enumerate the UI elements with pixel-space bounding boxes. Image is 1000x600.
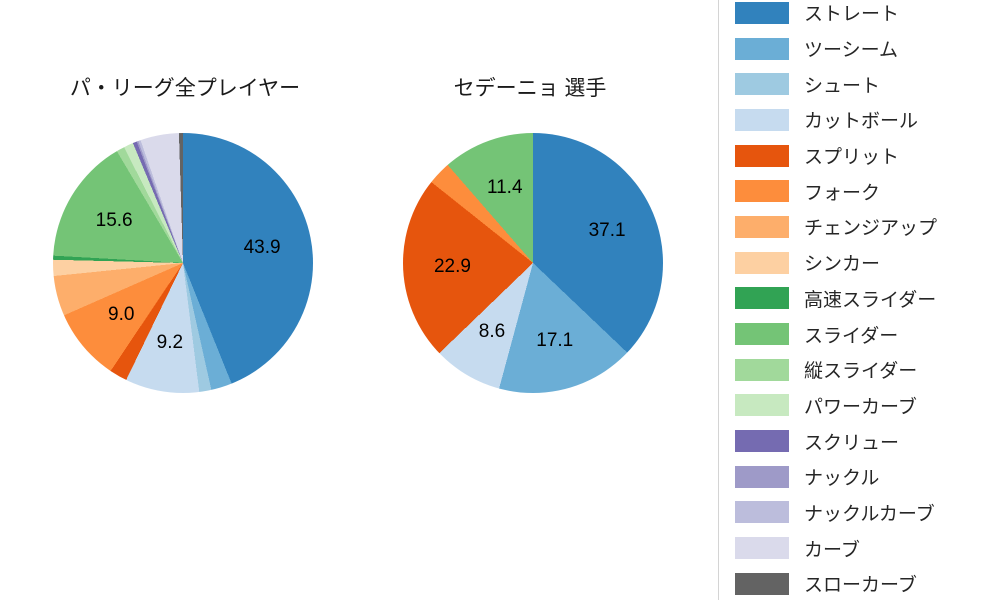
pie-slice-value-label: 15.6 xyxy=(95,210,133,232)
pie-slice-value-label: 37.1 xyxy=(588,220,626,242)
legend-color-swatch xyxy=(735,287,789,310)
legend-item: ストレート xyxy=(735,0,1000,31)
legend-item-label: カーブ xyxy=(804,539,860,561)
legend-item-label: 縦スライダー xyxy=(804,361,918,383)
legend-item-label: カットボール xyxy=(804,111,919,133)
legend-item-label: ツーシーム xyxy=(804,40,899,62)
legend-item-label: ナックル xyxy=(804,468,880,490)
legend-item: スプリット xyxy=(735,138,1000,174)
legend-item: 縦スライダー xyxy=(735,352,1000,388)
legend-item-label: チェンジアップ xyxy=(804,218,938,240)
left-pie-title: パ・リーグ全プレイヤー xyxy=(69,77,301,100)
legend-item-label: スプリット xyxy=(804,147,900,169)
legend-item: スクリュー xyxy=(735,423,1000,459)
right-pie-chart: 37.1 17.1 8.6 22.9 11.4 xyxy=(403,133,663,393)
legend-item: ナックル xyxy=(735,459,1000,495)
pie-slice-value-label: 8.6 xyxy=(478,321,506,343)
legend-color-swatch xyxy=(735,215,789,238)
legend-item: パワーカーブ xyxy=(735,388,1000,424)
legend-item-label: スローカーブ xyxy=(804,575,917,597)
legend-item: 高速スライダー xyxy=(735,281,1000,317)
pie-slice-value-label: 11.4 xyxy=(486,176,523,198)
legend-color-swatch xyxy=(735,108,789,131)
legend-item-label: スクリュー xyxy=(804,432,900,454)
legend-color-swatch xyxy=(735,501,789,524)
pie-slice-value-label: 9.2 xyxy=(156,331,184,353)
legend-item: ツーシーム xyxy=(735,31,1000,67)
legend-item-label: フォーク xyxy=(804,182,881,204)
legend-item-label: シンカー xyxy=(804,254,881,276)
legend-item-label: ストレート xyxy=(804,4,900,26)
legend-item: スローカーブ xyxy=(735,566,1000,600)
legend-color-swatch xyxy=(735,251,789,274)
legend-item: シュート xyxy=(735,66,1000,102)
legend-item: カットボール xyxy=(735,102,1000,138)
legend-item-label: 高速スライダー xyxy=(804,289,937,311)
left-pie-chart: 43.9 9.2 9.0 15.6 xyxy=(53,133,313,393)
legend-item-label: シュート xyxy=(804,75,881,97)
right-pie-title: セデーニョ 選手 xyxy=(453,77,607,100)
legend-color-swatch xyxy=(735,394,789,417)
legend-color-swatch xyxy=(735,37,789,60)
legend-item: ナックルカーブ xyxy=(735,495,1000,531)
legend-item: シンカー xyxy=(735,245,1000,281)
legend-item: カーブ xyxy=(735,530,1000,566)
legend-color-swatch xyxy=(735,1,789,24)
legend-color-swatch xyxy=(735,323,789,346)
legend-item: スライダー xyxy=(735,316,1000,352)
legend-color-swatch xyxy=(735,465,789,488)
legend-item: チェンジアップ xyxy=(735,209,1000,245)
legend-item-label: スライダー xyxy=(804,325,899,347)
legend-color-swatch xyxy=(735,430,789,453)
pie-slice-value-label: 9.0 xyxy=(108,303,135,325)
legend-color-swatch xyxy=(735,180,789,203)
legend-color-swatch xyxy=(735,144,789,167)
pie-slice-value-label: 43.9 xyxy=(243,236,281,258)
pitch-type-legend: ストレートツーシームシュートカットボール スプリットフォークチェンジアップ シンカー… xyxy=(718,0,1000,600)
legend-color-swatch xyxy=(735,537,789,560)
legend-item-label: パワーカーブ xyxy=(804,396,917,418)
legend-color-swatch xyxy=(735,358,789,381)
pie-slice-value-label: 22.9 xyxy=(433,255,471,277)
pie-slice-value-label: 17.1 xyxy=(536,329,574,351)
legend-item-label: ナックルカーブ xyxy=(804,503,935,525)
legend-item: フォーク xyxy=(735,173,1000,209)
legend-color-swatch xyxy=(735,73,789,96)
legend-color-swatch xyxy=(735,572,789,595)
